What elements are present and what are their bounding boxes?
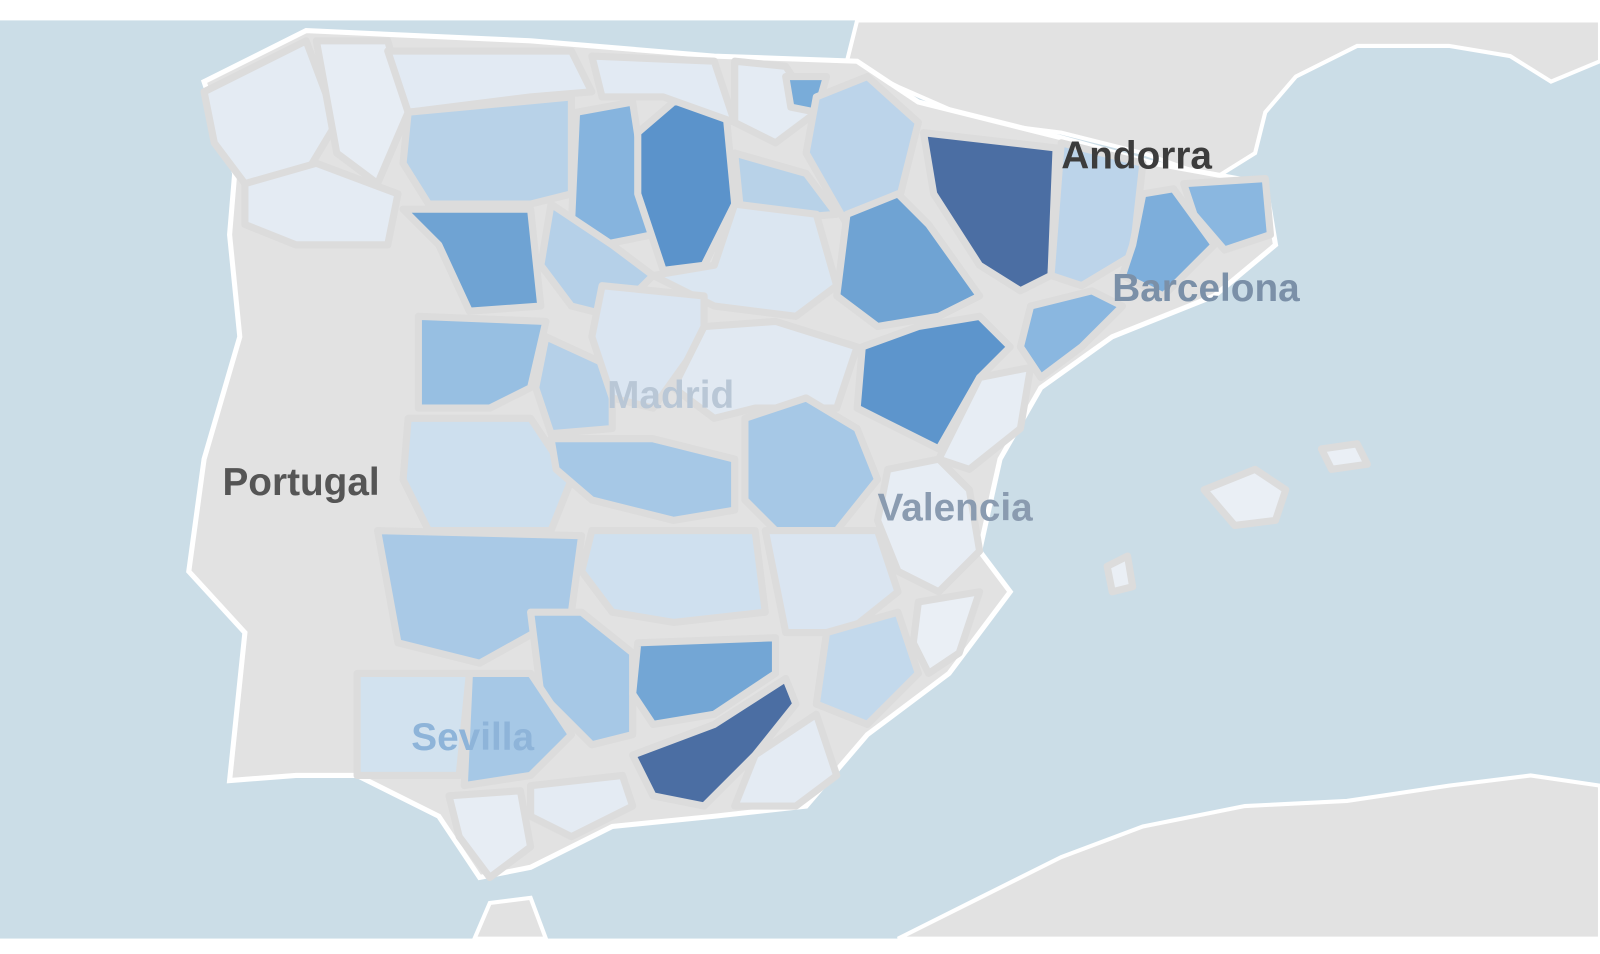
place-label: Valencia: [878, 486, 1034, 529]
place-label: Portugal: [222, 461, 379, 504]
province: [567, 98, 657, 249]
province: [1016, 287, 1127, 382]
province: [588, 282, 708, 412]
province: [935, 363, 1035, 473]
province: [445, 787, 535, 882]
province: [909, 588, 984, 677]
province: [761, 526, 902, 637]
province: [399, 205, 545, 315]
place-label: Barcelona: [1112, 267, 1300, 310]
island: [1103, 552, 1137, 596]
province: [629, 634, 780, 728]
bottom-margin: [0, 938, 1600, 954]
place-label: Madrid: [607, 374, 734, 417]
province: [741, 394, 882, 535]
province: [547, 435, 739, 524]
province: [399, 93, 575, 208]
province: [460, 669, 575, 790]
province: [1180, 174, 1274, 254]
province: [731, 710, 841, 810]
africa-land: [897, 773, 1600, 941]
top-margin: [0, 0, 1600, 21]
africa-land: [471, 895, 549, 941]
province: [353, 669, 473, 780]
province: [399, 414, 575, 535]
island: [1200, 465, 1290, 530]
province: [414, 312, 550, 412]
province: [312, 37, 412, 188]
province: [578, 526, 769, 626]
province: [1047, 139, 1147, 290]
place-label: Sevilla: [411, 716, 534, 759]
province: [588, 52, 739, 127]
province: [833, 190, 984, 331]
province: [527, 771, 637, 841]
island: [1317, 440, 1371, 473]
province: [629, 674, 800, 810]
province: [812, 608, 922, 728]
province: [241, 159, 402, 249]
place-label: Andorra: [1061, 134, 1212, 177]
province: [649, 200, 841, 320]
province: [919, 129, 1060, 295]
province: [873, 455, 984, 596]
provinces: [200, 37, 1371, 882]
